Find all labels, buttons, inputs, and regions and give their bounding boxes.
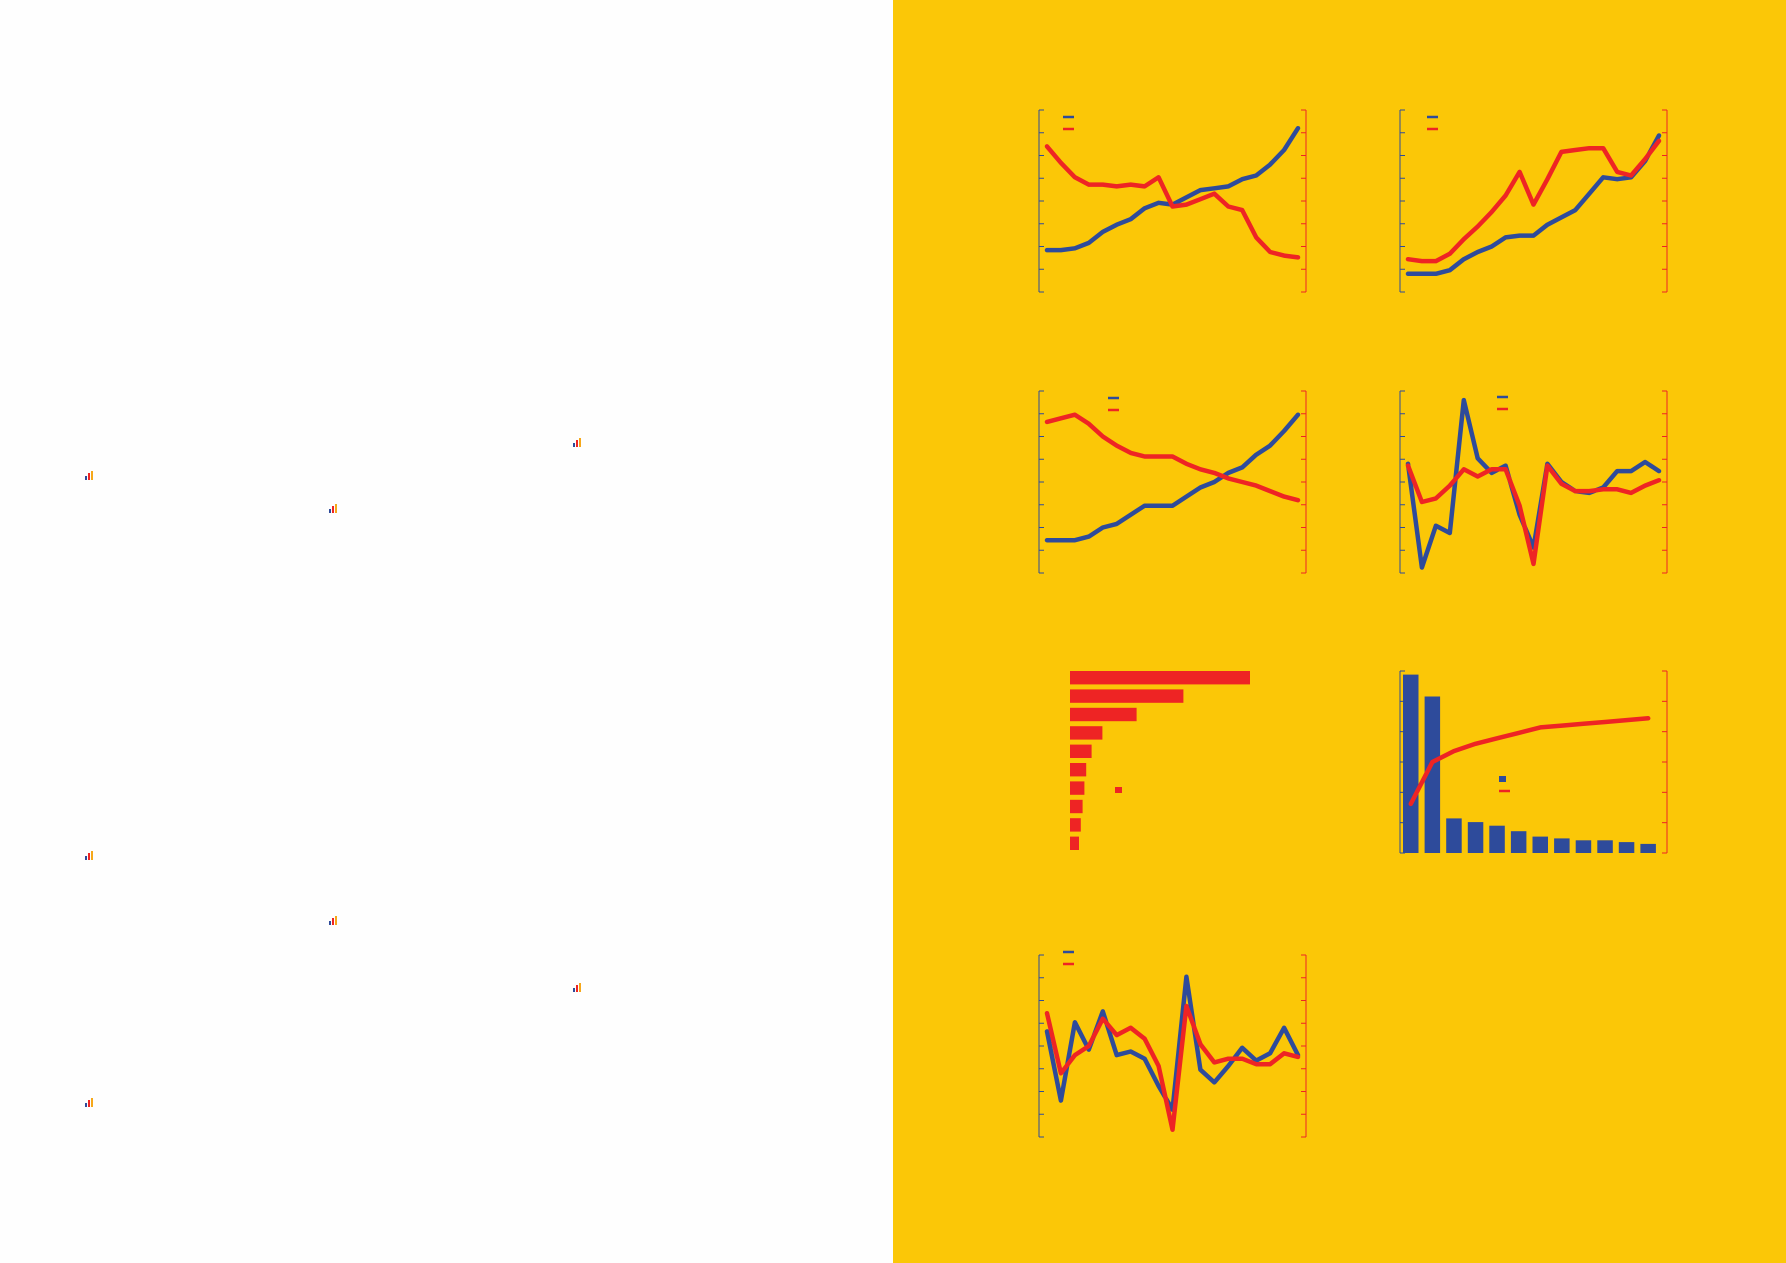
bar-12 bbox=[1640, 843, 1656, 853]
series-line-2 bbox=[1044, 1003, 1301, 1132]
mini-chart-bar bbox=[576, 985, 578, 992]
mini-chart-bar bbox=[88, 473, 90, 480]
bar-2 bbox=[1424, 696, 1441, 853]
bar-7 bbox=[1070, 781, 1085, 795]
series-line-2 bbox=[1405, 138, 1662, 264]
chart-2 bbox=[1405, 133, 1662, 277]
mini-chart-bar bbox=[85, 476, 87, 480]
bar-6 bbox=[1070, 763, 1087, 777]
mini-chart-bar bbox=[329, 509, 331, 513]
series-line-2 bbox=[1405, 463, 1662, 567]
series-line-1 bbox=[1405, 397, 1662, 570]
mini-chart-bar bbox=[335, 504, 337, 513]
mini-chart-bar bbox=[573, 443, 575, 447]
mini-chart-bar bbox=[85, 1103, 87, 1107]
bar-10 bbox=[1070, 836, 1079, 850]
chart-4 bbox=[1405, 397, 1662, 570]
mini-chart-icon bbox=[573, 983, 583, 992]
series-line-1 bbox=[1044, 974, 1301, 1112]
mini-chart-bar bbox=[88, 853, 90, 860]
bar-5 bbox=[1070, 744, 1092, 758]
bar-5 bbox=[1489, 825, 1505, 853]
series-line-1 bbox=[1044, 125, 1301, 253]
bar-11 bbox=[1618, 842, 1635, 853]
mini-chart-icon bbox=[329, 504, 339, 513]
series-line-1 bbox=[1044, 412, 1301, 543]
mini-chart-bar bbox=[88, 1100, 90, 1107]
mini-chart-icon bbox=[573, 438, 583, 447]
mini-chart-bar bbox=[579, 438, 581, 447]
mini-chart-bar bbox=[91, 471, 93, 480]
series-line-2 bbox=[1044, 144, 1301, 260]
mini-chart-bar bbox=[573, 988, 575, 992]
mini-chart-icon bbox=[85, 851, 95, 860]
legend-swatch-1 bbox=[1499, 776, 1506, 782]
bar-1 bbox=[1070, 671, 1250, 685]
bar-2 bbox=[1070, 689, 1184, 703]
bar-8 bbox=[1554, 838, 1570, 853]
bar-9 bbox=[1070, 818, 1081, 832]
mini-chart-bar bbox=[91, 1098, 93, 1107]
series-line-2 bbox=[1044, 412, 1301, 503]
bar-9 bbox=[1575, 840, 1592, 853]
bar-3 bbox=[1446, 818, 1462, 853]
mini-chart-bar bbox=[579, 983, 581, 992]
mini-chart-bar bbox=[91, 851, 93, 860]
bar-4 bbox=[1467, 822, 1484, 853]
bar-10 bbox=[1597, 840, 1613, 853]
mini-chart-bar bbox=[85, 856, 87, 860]
chart-3 bbox=[1044, 412, 1301, 543]
bar-8 bbox=[1070, 799, 1083, 814]
mini-chart-icon bbox=[329, 916, 339, 925]
chart-6 bbox=[1403, 674, 1656, 853]
bar-7 bbox=[1532, 836, 1548, 853]
mini-chart-icon bbox=[85, 471, 95, 480]
series-line-1 bbox=[1408, 716, 1651, 807]
bar-3 bbox=[1070, 707, 1137, 722]
legend-swatch-1 bbox=[1115, 787, 1122, 793]
mini-chart-bar bbox=[335, 916, 337, 925]
mini-chart-bar bbox=[576, 440, 578, 447]
bar-6 bbox=[1510, 831, 1527, 853]
mini-chart-bar bbox=[332, 918, 334, 925]
mini-chart-bar bbox=[332, 506, 334, 513]
chart-7 bbox=[1044, 974, 1301, 1132]
left-page bbox=[0, 0, 893, 1263]
chart-5 bbox=[1070, 671, 1250, 850]
series-line-1 bbox=[1405, 133, 1662, 277]
bar-1 bbox=[1403, 674, 1419, 853]
chart-1 bbox=[1044, 125, 1301, 260]
mini-chart-bar bbox=[329, 921, 331, 925]
right-page bbox=[893, 0, 1786, 1263]
mini-chart-icon bbox=[85, 1098, 95, 1107]
bar-4 bbox=[1070, 726, 1103, 740]
